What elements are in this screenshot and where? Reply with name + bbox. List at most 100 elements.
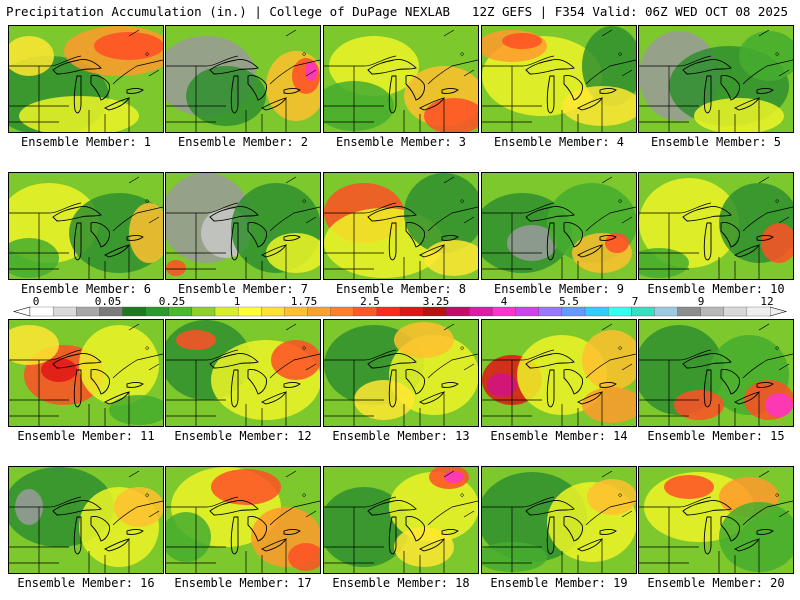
precip-contour: [664, 475, 714, 499]
political-border: [585, 59, 636, 85]
precip-field-map: ◇: [482, 320, 636, 426]
precip-contour: [482, 542, 547, 572]
lake-outline: [703, 369, 712, 408]
colorbar-swatch: [700, 306, 725, 317]
city-marker-icon: ◇: [775, 197, 780, 205]
precip-field-map: ◇: [639, 173, 793, 279]
lake-outline: [525, 59, 575, 75]
lake-outline: [90, 516, 110, 542]
city-marker-icon: ◇: [302, 491, 307, 499]
colorbar-swatch: [284, 306, 308, 317]
colorbar-swatch: [746, 306, 771, 317]
political-border: [639, 202, 712, 214]
political-border: [742, 206, 793, 232]
political-border: [443, 323, 455, 331]
lake-outline: [52, 206, 102, 222]
city-marker-icon: ◇: [302, 197, 307, 205]
ensemble-member-map: ◇: [8, 319, 164, 427]
colorbar-swatch: [261, 306, 285, 317]
city-marker-icon: ◇: [775, 344, 780, 352]
colorbar-swatch: [654, 306, 678, 317]
colorbar-min-arrow: [12, 306, 31, 317]
precip-field-map: ◇: [324, 26, 478, 132]
lake-outline: [367, 59, 417, 75]
political-border: [639, 349, 712, 361]
ensemble-member-map: ◇: [323, 172, 479, 280]
political-border: [166, 202, 239, 214]
city-marker-icon: ◇: [618, 344, 623, 352]
ensemble-member-map: ◇: [323, 25, 479, 133]
colorbar-swatch: [584, 306, 609, 317]
colorbar-swatch: [446, 306, 470, 317]
city-marker-icon: ◇: [775, 491, 780, 499]
ensemble-member-label: Ensemble Member: 3: [335, 135, 467, 149]
colorbar-tick-label: 0.25: [159, 295, 186, 308]
precip-contour: [639, 248, 689, 278]
lake-outline: [388, 369, 397, 408]
lake-outline: [103, 391, 131, 405]
precip-contour: [582, 330, 636, 390]
precip-contour: [404, 173, 478, 253]
political-border: [112, 206, 163, 232]
lake-outline: [599, 382, 617, 388]
precip-contour: [502, 33, 542, 49]
political-border: [758, 470, 770, 478]
lake-outline: [230, 222, 239, 261]
precip-contour: [41, 358, 77, 382]
precip-contour: [266, 233, 320, 273]
lake-outline: [405, 516, 425, 542]
colorbar-swatch: [631, 306, 655, 317]
lake-outline: [733, 97, 761, 111]
lake-outline: [247, 516, 267, 542]
ensemble-member-label: Ensemble Member: 10: [647, 282, 785, 296]
precip-field-map: ◇: [9, 173, 163, 279]
precip-contour: [109, 395, 163, 425]
ensemble-member-label: Ensemble Member: 4: [493, 135, 625, 149]
precip-contour: [288, 543, 320, 571]
precip-contour: [674, 390, 724, 420]
lake-outline: [367, 500, 417, 516]
ensemble-member-map: ◇: [8, 172, 164, 280]
political-border: [9, 202, 82, 214]
precip-field-map: ◇: [482, 26, 636, 132]
colorbar-swatch: [99, 306, 123, 317]
lake-outline: [441, 382, 459, 388]
lake-outline: [73, 369, 82, 408]
lake-outline: [103, 538, 131, 552]
lake-outline: [126, 235, 144, 241]
ensemble-member-label: Ensemble Member: 16: [17, 576, 155, 590]
colorbar-swatch: [145, 306, 170, 317]
lake-outline: [230, 75, 239, 114]
lake-outline: [367, 353, 417, 369]
lake-outline: [388, 222, 397, 261]
lake-outline: [418, 391, 446, 405]
city-marker-icon: ◇: [145, 197, 150, 205]
political-border: [482, 202, 555, 214]
colorbar-tick-label: 4: [501, 295, 508, 308]
ensemble-member-map: ◇: [165, 25, 321, 133]
colorbar-swatch: [515, 306, 540, 317]
precip-field-map: ◇: [9, 320, 163, 426]
lake-outline: [260, 244, 288, 258]
lake-outline: [90, 222, 110, 248]
lake-outline: [52, 353, 102, 369]
political-border: [621, 69, 633, 77]
lake-outline: [525, 353, 575, 369]
precip-contour: [424, 98, 478, 132]
political-border: [427, 500, 478, 526]
political-border: [148, 216, 160, 224]
ensemble-member-map: ◇: [165, 466, 321, 574]
lake-outline: [563, 75, 583, 101]
lake-outline: [599, 88, 617, 94]
lake-outline: [405, 75, 425, 101]
political-border: [305, 69, 317, 77]
political-border: [112, 353, 163, 379]
ensemble-member-map: ◇: [481, 319, 637, 427]
lake-outline: [230, 516, 239, 555]
ensemble-member-label: Ensemble Member: 15: [647, 429, 785, 443]
colorbar-swatch: [422, 306, 447, 317]
precip-field-map: ◇: [482, 467, 636, 573]
lake-outline: [73, 222, 82, 261]
lake-outline: [525, 206, 575, 222]
lake-outline: [441, 88, 459, 94]
